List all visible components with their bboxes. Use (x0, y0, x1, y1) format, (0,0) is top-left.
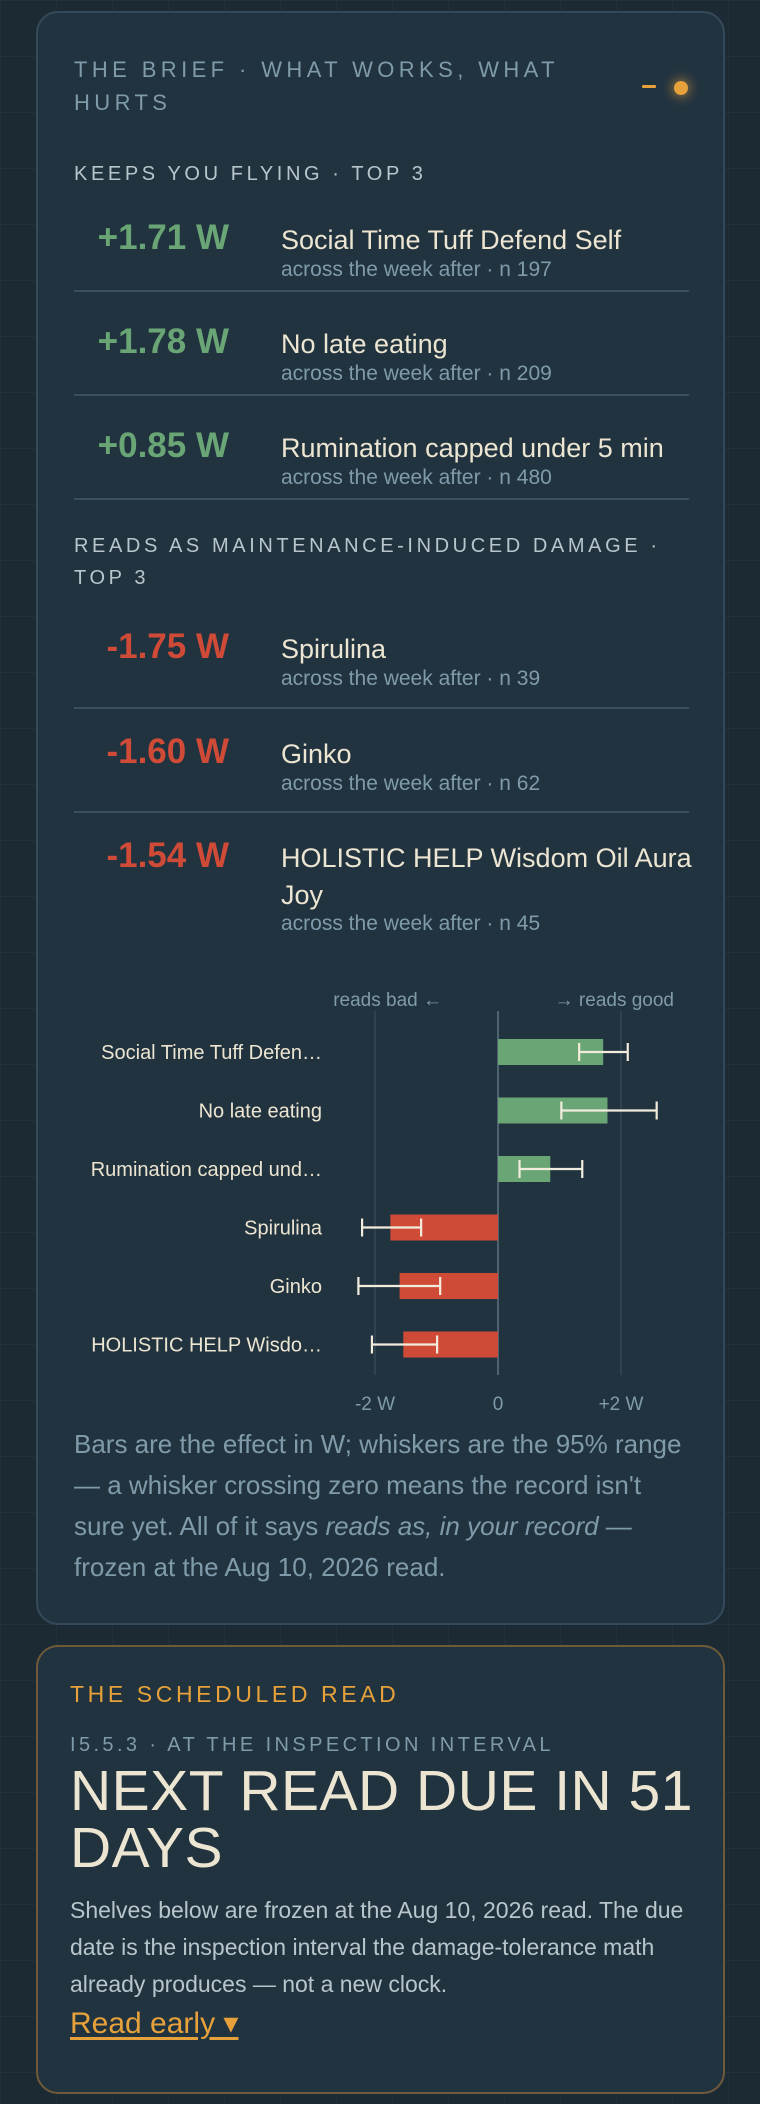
caption-text: Bars are the effect in W; whiskers are t… (74, 1429, 682, 1541)
status-dot-icon (674, 81, 688, 95)
caption-text-end: — frozen at the Aug 10, 2026 read. (74, 1511, 632, 1582)
x-tick-label: 0 (493, 1394, 504, 1415)
item-name: Social Time Tuff Defend Self (281, 225, 622, 255)
keeps-row: +0.85 W Rumination capped under 5 min ac… (74, 418, 689, 508)
item-name: Spirulina (281, 634, 387, 664)
effect-value: -1.54 W (106, 836, 229, 875)
item-name: Rumination capped under 5 min (281, 433, 664, 463)
item-meta: across the week after · n 480 (281, 466, 552, 489)
row-divider (74, 290, 689, 292)
damage-row: -1.75 W Spirulina across the week after … (74, 619, 689, 709)
reads-good-label: → reads good (555, 990, 674, 1011)
scheduled-subtitle: i5.5.3 · AT THE INSPECTION INTERVAL (70, 1734, 554, 1756)
keeps-section-label: KEEPS YOU FLYING · TOP 3 (74, 163, 427, 185)
category-label: Spirulina (244, 1218, 323, 1240)
effect-chart: -2 W 0 +2 W reads bad ← → reads good Social T… (38, 973, 727, 1423)
read-early-link[interactable]: Read early ▾ (70, 2007, 239, 2040)
item-meta: across the week after · n 45 (281, 912, 541, 935)
caption-emphasis: reads as, in your record (325, 1511, 599, 1541)
category-label: No late eating (199, 1101, 322, 1123)
reads-bad-label: reads bad ← (333, 990, 442, 1011)
effect-value: +0.85 W (97, 426, 229, 465)
damage-row: -1.60 W Ginko across the week after · n … (74, 724, 689, 814)
item-name: No late eating (281, 329, 448, 359)
x-tick-label: -2 W (355, 1394, 395, 1415)
category-label: Social Time Tuff Defen… (101, 1042, 322, 1064)
category-label: Ginko (270, 1276, 322, 1298)
row-divider (74, 811, 689, 813)
effect-value: -1.60 W (106, 732, 229, 771)
keeps-row: +1.71 W Social Time Tuff Defend Self acr… (74, 210, 689, 300)
next-read-headline: NEXT READ DUE IN 51 DAYS (70, 1759, 693, 1880)
damage-row: -1.54 W HOLISTIC HELP Wisdom Oil Aura Jo… (74, 828, 691, 958)
scheduled-read-card: THE SCHEDULED READ i5.5.3 · AT THE INSPE… (36, 1645, 725, 2094)
row-divider (74, 498, 689, 500)
row-divider (74, 707, 689, 709)
collapse-dash-icon[interactable] (642, 85, 656, 88)
item-meta: across the week after · n 209 (281, 362, 552, 385)
item-meta: across the week after · n 39 (281, 667, 541, 690)
chart-caption: Bars are the effect in W; whiskers are t… (74, 1424, 694, 1588)
effect-value: +1.71 W (97, 218, 229, 257)
item-name: HOLISTIC HELP Wisdom Oil Aura Joy (281, 843, 692, 910)
brief-card: THE BRIEF · WHAT WORKS, WHAT HURTS KEEPS… (36, 11, 725, 1625)
row-divider (74, 394, 689, 396)
item-meta: across the week after · n 62 (281, 772, 541, 795)
category-label: Rumination capped und… (91, 1159, 322, 1181)
item-name: Ginko (281, 739, 352, 769)
scheduled-label: THE SCHEDULED READ (70, 1681, 400, 1707)
brief-title: THE BRIEF · WHAT WORKS, WHAT HURTS (74, 57, 559, 115)
effect-value: +1.78 W (97, 322, 229, 361)
x-tick-label: +2 W (599, 1394, 644, 1415)
keeps-row: +1.78 W No late eating across the week a… (74, 314, 689, 404)
effect-chart-svg: -2 W 0 +2 W reads bad ← → reads good Social T… (91, 990, 674, 1415)
category-label: HOLISTIC HELP Wisdo… (91, 1335, 322, 1357)
effect-value: -1.75 W (106, 627, 229, 666)
damage-section-label: READS AS MAINTENANCE-INDUCED DAMAGE · TO… (74, 535, 661, 589)
item-meta: across the week after · n 197 (281, 258, 552, 281)
scheduled-body: Shelves below are frozen at the Aug 10, … (70, 1897, 684, 1997)
